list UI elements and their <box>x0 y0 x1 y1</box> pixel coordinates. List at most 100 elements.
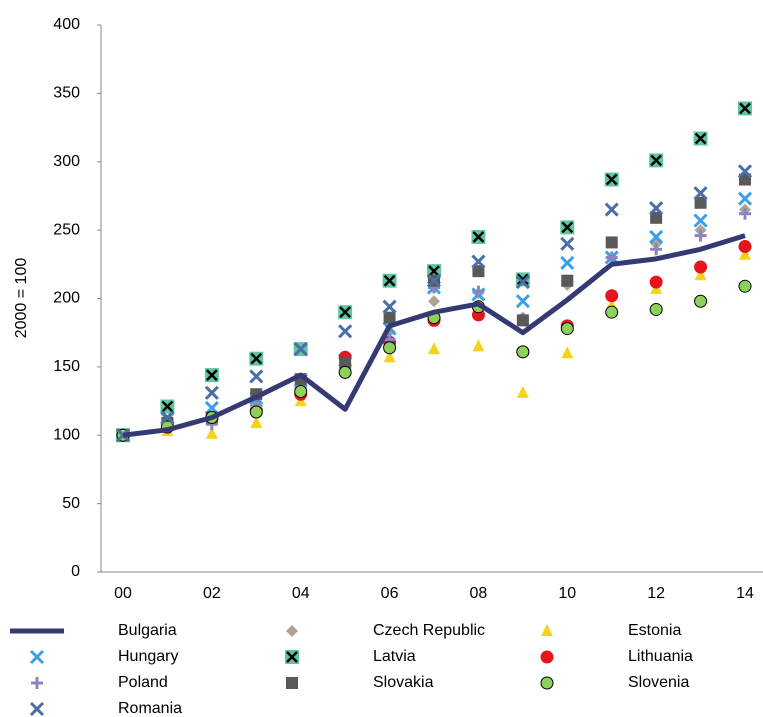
legend-label: Poland <box>118 674 168 691</box>
legend-label: Romania <box>118 700 182 717</box>
marker <box>515 294 530 309</box>
marker <box>286 677 298 689</box>
marker-cross <box>205 369 218 381</box>
y-tick-label: 200 <box>53 290 80 307</box>
marker <box>515 272 530 287</box>
marker <box>650 211 663 224</box>
marker <box>560 236 575 251</box>
marker <box>604 202 619 217</box>
marker <box>540 650 554 664</box>
marker <box>293 342 308 357</box>
marker <box>694 260 708 274</box>
marker <box>31 677 43 689</box>
marker <box>428 342 440 355</box>
marker <box>427 264 441 279</box>
marker <box>29 701 45 717</box>
marker <box>339 356 352 369</box>
marker <box>738 279 752 293</box>
marker <box>160 410 175 425</box>
marker <box>739 173 751 186</box>
marker <box>285 650 299 664</box>
legend-label: Bulgaria <box>118 622 177 639</box>
y-tick-label: 250 <box>53 221 80 238</box>
marker <box>561 274 574 287</box>
marker <box>205 426 218 439</box>
y-axis-label: 2000 = 100 <box>13 258 30 339</box>
marker <box>286 625 298 637</box>
marker <box>338 365 352 379</box>
marker <box>605 305 619 319</box>
marker <box>649 275 663 289</box>
marker <box>383 311 396 324</box>
marker <box>649 201 664 216</box>
marker <box>738 240 752 254</box>
marker <box>516 314 529 327</box>
marker <box>250 415 263 428</box>
marker-cross <box>561 221 574 234</box>
legend-label: Estonia <box>628 622 681 639</box>
marker <box>29 649 45 665</box>
legend-label: Slovakia <box>373 674 434 691</box>
marker-cross <box>694 132 707 145</box>
series-line <box>122 233 746 438</box>
marker <box>605 236 618 249</box>
marker <box>249 351 264 366</box>
y-tick-label: 300 <box>53 153 80 170</box>
marker <box>382 273 397 288</box>
marker <box>650 243 663 256</box>
marker-cross <box>286 651 298 663</box>
marker <box>516 345 530 359</box>
marker <box>649 229 664 245</box>
marker-cross <box>650 154 663 167</box>
marker <box>561 346 574 359</box>
x-tick-label: 10 <box>558 585 576 602</box>
marker <box>383 341 397 355</box>
marker-cross <box>383 274 396 287</box>
marker <box>249 369 264 384</box>
marker-cross <box>516 273 529 286</box>
legend-label: Lithuania <box>628 648 693 665</box>
legend-label: Hungary <box>118 648 178 665</box>
marker-cross <box>605 173 618 186</box>
marker <box>383 350 396 363</box>
marker <box>426 273 442 288</box>
y-tick-label: 0 <box>71 563 80 580</box>
marker <box>204 368 219 383</box>
marker <box>471 229 486 244</box>
marker-cross <box>161 400 174 413</box>
marker <box>560 255 575 271</box>
marker <box>737 191 753 206</box>
marker-cross <box>428 265 440 278</box>
marker <box>338 305 353 320</box>
x-tick-label: 12 <box>647 585 665 602</box>
marker <box>541 624 553 636</box>
marker <box>649 153 664 168</box>
marker <box>294 384 308 398</box>
y-tick-label: 100 <box>53 426 80 443</box>
marker <box>649 302 663 316</box>
marker <box>739 207 751 220</box>
marker <box>560 220 575 235</box>
x-tick-label: 08 <box>470 585 488 602</box>
marker <box>338 324 353 339</box>
x-tick-label: 04 <box>292 585 310 602</box>
legend-label: Czech Republic <box>373 622 485 639</box>
marker <box>472 339 485 352</box>
marker <box>694 229 707 242</box>
marker <box>693 213 708 228</box>
marker-cross <box>339 306 352 319</box>
y-tick-label: 400 <box>53 16 80 33</box>
marker <box>737 164 753 179</box>
x-tick-label: 02 <box>203 585 221 602</box>
marker <box>516 385 529 398</box>
marker <box>204 385 219 400</box>
marker <box>472 265 485 278</box>
marker <box>738 101 752 116</box>
marker <box>605 251 618 264</box>
marker <box>515 275 530 290</box>
marker <box>472 285 485 298</box>
x-tick-label: 14 <box>736 585 754 602</box>
marker-cross <box>472 231 485 243</box>
x-tick-label: 00 <box>114 585 132 602</box>
